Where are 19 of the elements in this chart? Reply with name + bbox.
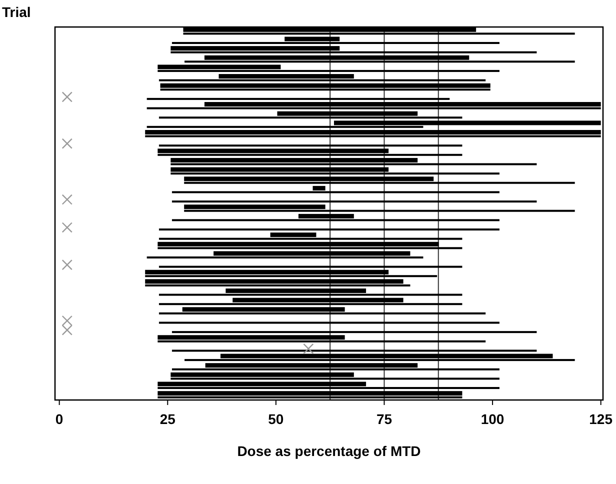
bar [160, 83, 490, 88]
x-tick-label: 25 [160, 411, 176, 427]
x-axis-title: Dose as percentage of MTD [237, 443, 421, 459]
bar [158, 144, 462, 147]
x-tick-label: 75 [376, 411, 392, 427]
bar [158, 266, 462, 268]
x-tick-label: 50 [268, 411, 284, 427]
x-tick-label: 125 [589, 411, 613, 427]
x-tick-label: 0 [55, 411, 64, 427]
bar [158, 322, 500, 324]
bar [172, 331, 537, 334]
bar [172, 200, 537, 203]
bar [172, 350, 537, 352]
bar [158, 228, 500, 230]
y-axis-title: Trial [2, 4, 31, 20]
bar [158, 391, 462, 396]
x-tick-label: 100 [480, 411, 504, 427]
bar [146, 98, 450, 100]
bar [145, 130, 601, 134]
